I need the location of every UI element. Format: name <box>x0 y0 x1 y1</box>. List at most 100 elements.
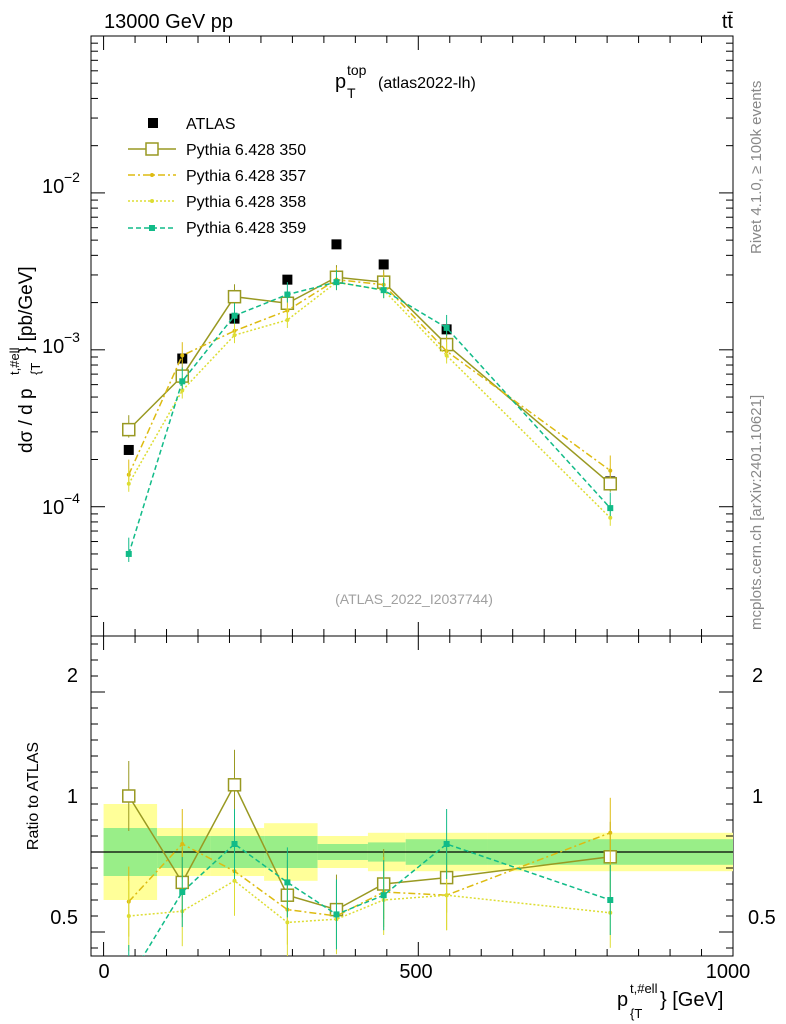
xlabel: p t,#ell {T } [GeV] <box>617 981 723 1021</box>
legend-entry-359: Pythia 6.428 359 <box>128 220 306 237</box>
rivet-version-label: Rivet 4.1.0, ≥ 100k events <box>748 81 765 254</box>
analysis-watermark: (ATLAS_2022_I2037744) <box>335 591 493 607</box>
mcplots-label: mcplots.cern.ch [arXiv:2401.10621] <box>748 395 765 630</box>
series-point <box>126 481 131 486</box>
svg-text:{T: {T <box>28 363 43 375</box>
series-point <box>603 477 618 491</box>
svg-text:10: 10 <box>42 497 64 519</box>
series-point <box>607 505 614 512</box>
main-series-layer <box>122 239 618 562</box>
energy-label: 13000 GeV pp <box>104 11 233 33</box>
main-axis-ticks <box>91 35 734 636</box>
series-line <box>128 276 611 485</box>
series-point <box>227 289 242 304</box>
xtick-0: 0 <box>98 961 109 983</box>
series-point <box>380 287 387 294</box>
ratio-panel-frame <box>90 635 734 957</box>
series-point <box>284 291 291 298</box>
series-point <box>179 378 186 385</box>
ratio-ytick-2-right: 2 <box>752 665 763 687</box>
legend-entry-350: Pythia 6.428 350 <box>128 142 306 159</box>
plot-title: p top T (atlas2022-lh) <box>335 62 476 101</box>
atlas-point <box>123 444 134 455</box>
ratio-axis-ticks <box>91 636 734 956</box>
ratio-point <box>443 841 450 847</box>
svg-text:−4: −4 <box>64 490 80 506</box>
svg-text:p: p <box>617 989 628 1011</box>
series-point <box>180 353 185 358</box>
ratio-series-pythia-6-428-359 <box>128 809 614 956</box>
ratio-ylabel: Ratio to ATLAS <box>25 742 42 850</box>
atlas-point <box>378 259 389 270</box>
svg-text:} [GeV]: } [GeV] <box>660 989 723 1011</box>
legend-entry-357: Pythia 6.428 357 <box>128 168 306 185</box>
svg-text:t,#ell: t,#ell <box>7 347 22 375</box>
series-point <box>333 279 340 286</box>
ratio-ytick-0.5-right: 0.5 <box>748 907 776 929</box>
series-point <box>443 324 450 331</box>
svg-text:−2: −2 <box>64 169 80 185</box>
series-point <box>122 422 136 437</box>
ratio-series-layer <box>122 749 618 956</box>
main-ylabel: dσ / d p t,#ell {T } [pb/GeV] <box>7 266 43 453</box>
ratio-ytick-2: 2 <box>67 665 78 687</box>
ratio-ytick-1-right: 1 <box>752 786 763 808</box>
series-point <box>125 550 132 557</box>
legend-entry-358: Pythia 6.428 358 <box>128 194 306 211</box>
svg-text:10: 10 <box>42 176 64 198</box>
atlas-point <box>282 274 293 285</box>
legend-marker-atlas <box>148 118 158 128</box>
svg-text:Pythia 6.428 358: Pythia 6.428 358 <box>186 194 306 211</box>
plot-title-sub: T <box>347 85 356 101</box>
ratio-line <box>128 783 611 911</box>
ratio-point <box>122 789 136 803</box>
legend: ATLAS Pythia 6.428 350 Pythia 6.428 357 … <box>128 116 306 237</box>
svg-text:Pythia 6.428 359: Pythia 6.428 359 <box>186 220 306 237</box>
series-point <box>285 317 290 322</box>
series-line <box>128 281 611 555</box>
series-point <box>232 333 237 338</box>
process-label: tt̄ <box>722 11 734 33</box>
series-point <box>608 515 613 520</box>
svg-text:Pythia 6.428 350: Pythia 6.428 350 <box>186 142 306 159</box>
svg-text:dσ / d p: dσ / d p <box>16 388 37 453</box>
ratio-point <box>284 879 291 886</box>
svg-text:−3: −3 <box>64 329 80 345</box>
ratio-point <box>231 841 238 847</box>
ratio-ytick-labels-right: 2 1 0.5 <box>748 665 776 929</box>
legend-marker-359 <box>149 225 155 231</box>
series-point <box>180 388 185 393</box>
svg-text:} [pb/GeV]: } [pb/GeV] <box>16 266 37 353</box>
xtick-500: 500 <box>399 961 432 983</box>
xtick-labels: 0 500 1000 <box>98 961 750 983</box>
ratio-line <box>128 832 611 917</box>
series-point <box>608 468 613 473</box>
svg-text:Pythia 6.428 357: Pythia 6.428 357 <box>186 168 306 185</box>
plot-title-tag: (atlas2022-lh) <box>378 75 476 92</box>
svg-text:{T: {T <box>630 1006 642 1021</box>
legend-marker-350 <box>145 142 159 156</box>
plot-title-sup: top <box>347 62 367 78</box>
ytick-label-1e-2: 10 −2 <box>42 169 80 198</box>
svg-text:10: 10 <box>42 336 64 358</box>
ratio-point <box>126 914 131 918</box>
ratio-ytick-labels-left: 2 1 0.5 <box>50 665 78 929</box>
ratio-ytick-1: 1 <box>67 786 78 808</box>
plot-title-main: p <box>335 71 346 93</box>
ratio-line <box>142 843 611 956</box>
series-line <box>128 278 611 476</box>
ratio-point <box>607 897 614 903</box>
legend-entry-atlas: ATLAS <box>148 116 236 133</box>
svg-text:ATLAS: ATLAS <box>186 116 236 133</box>
ratio-point <box>227 778 242 792</box>
ratio-point <box>285 920 290 925</box>
ratio-point <box>179 889 186 895</box>
ratio-ytick-0.5: 0.5 <box>50 907 78 929</box>
ratio-point <box>608 830 613 835</box>
series-point <box>231 312 238 319</box>
svg-text:t,#ell: t,#ell <box>630 981 658 996</box>
ratio-point <box>333 911 340 918</box>
main-ytick-labels: 10 −2 10 −3 10 −4 <box>42 169 80 519</box>
series-line <box>128 281 611 519</box>
